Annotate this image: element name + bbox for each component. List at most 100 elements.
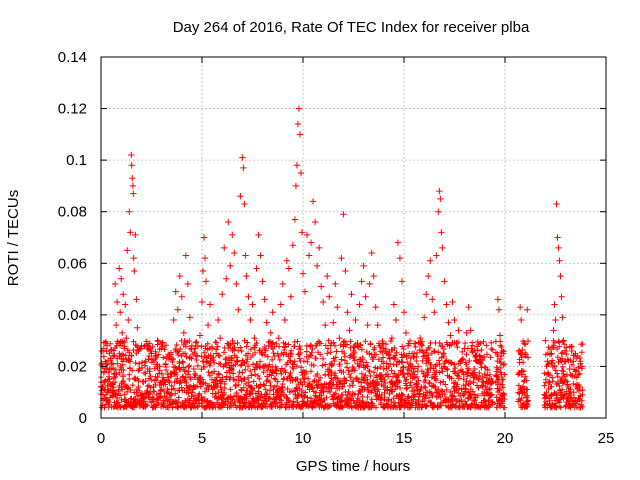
data-point	[416, 334, 424, 342]
data-point	[396, 254, 404, 262]
data-point	[449, 298, 456, 306]
data-point	[441, 278, 448, 285]
data-point	[429, 296, 436, 303]
data-point	[423, 291, 430, 298]
data-point	[138, 342, 145, 349]
data-point	[317, 283, 325, 290]
data-point	[269, 309, 276, 316]
data-point	[257, 252, 264, 259]
data-point	[309, 198, 317, 205]
data-point	[334, 303, 341, 311]
data-point	[552, 316, 559, 324]
data-point	[376, 342, 383, 349]
data-point	[473, 352, 480, 360]
data-point	[394, 239, 402, 246]
data-point	[485, 378, 493, 386]
data-point	[263, 319, 270, 326]
data-point	[517, 316, 525, 324]
data-point	[370, 272, 377, 280]
data-point	[104, 386, 112, 393]
data-point	[111, 280, 119, 288]
data-point	[548, 350, 555, 357]
data-point	[295, 105, 303, 112]
data-point	[107, 365, 115, 373]
data-point	[176, 272, 183, 280]
data-point	[182, 252, 190, 259]
data-point	[255, 231, 262, 239]
data-point	[148, 350, 155, 357]
data-point	[259, 278, 266, 285]
data-point	[271, 352, 278, 360]
data-point	[402, 329, 410, 337]
data-point	[412, 381, 420, 388]
data-point	[459, 368, 466, 375]
data-point	[112, 321, 120, 329]
data-point	[435, 208, 442, 215]
data-point	[190, 365, 198, 373]
data-point	[240, 164, 247, 172]
data-point	[384, 370, 392, 378]
data-point	[344, 309, 351, 316]
data-point	[152, 373, 159, 380]
data-point	[494, 296, 502, 303]
data-point	[496, 332, 504, 339]
data-point	[128, 151, 135, 159]
data-point	[114, 340, 122, 347]
data-point	[131, 267, 138, 275]
data-point	[126, 208, 133, 215]
data-point	[109, 352, 117, 360]
data-point	[221, 244, 228, 252]
data-point	[233, 280, 240, 288]
data-point	[164, 370, 171, 378]
grid-lines	[101, 57, 606, 418]
data-point	[202, 278, 210, 285]
data-point	[296, 131, 304, 138]
data-point	[354, 340, 361, 347]
data-point	[388, 334, 396, 342]
data-point	[390, 301, 398, 308]
data-point	[332, 280, 339, 288]
data-point	[471, 365, 478, 373]
data-point	[281, 316, 289, 324]
data-point	[199, 267, 207, 275]
data-point	[404, 342, 412, 349]
tick-marks	[100, 56, 607, 419]
data-point	[186, 314, 194, 321]
data-point	[518, 368, 526, 375]
data-point	[315, 244, 323, 252]
data-point	[559, 314, 566, 321]
data-point	[436, 187, 443, 195]
data-point	[461, 345, 468, 352]
data-point	[499, 391, 507, 398]
data-point	[455, 327, 462, 334]
data-point	[144, 389, 151, 396]
data-point	[336, 334, 343, 342]
data-point	[443, 301, 450, 308]
data-point	[400, 309, 408, 316]
data-point	[212, 350, 220, 357]
data-point	[546, 378, 553, 386]
data-point	[483, 389, 491, 396]
dense-point-cloud-path	[98, 338, 586, 411]
data-point	[196, 332, 204, 339]
y-tick-label: 0.12	[58, 101, 87, 118]
data-point	[283, 257, 291, 264]
data-point	[322, 321, 329, 329]
data-point	[113, 298, 121, 306]
y-tick-label: 0	[79, 410, 87, 427]
data-point	[261, 296, 268, 303]
data-point	[524, 306, 531, 313]
data-point	[457, 358, 464, 365]
data-point	[445, 319, 452, 326]
data-point	[469, 347, 476, 355]
data-point	[578, 363, 585, 370]
data-point	[346, 327, 353, 334]
data-point	[560, 337, 567, 344]
data-point	[427, 257, 434, 264]
x-tick-label: 10	[295, 430, 312, 447]
data-point	[166, 352, 173, 360]
data-point	[299, 270, 307, 277]
data-point	[352, 316, 359, 324]
x-tick-label: 0	[97, 430, 105, 447]
